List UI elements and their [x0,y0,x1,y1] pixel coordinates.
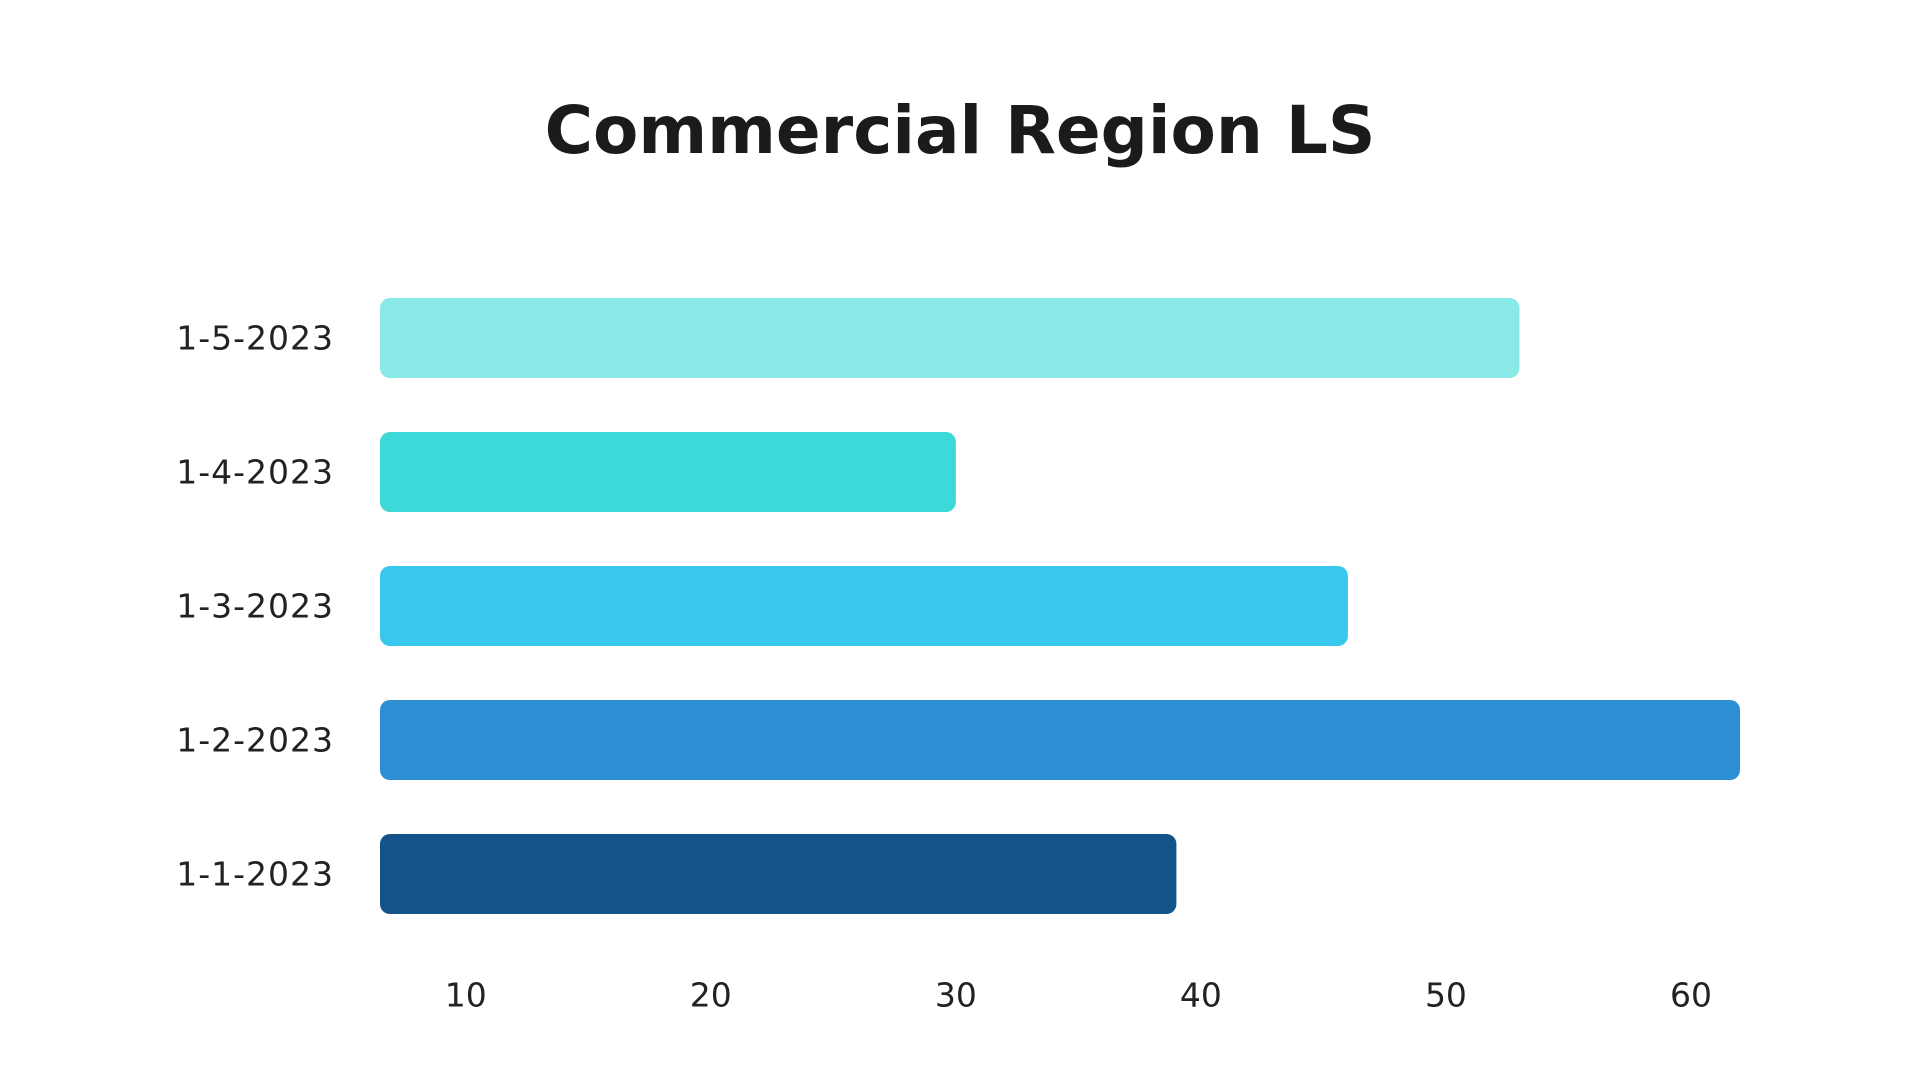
category-label: 1-2-2023 [176,721,334,760]
category-label: 1-3-2023 [176,587,334,626]
x-tick-label: 30 [935,976,977,1015]
bar-1-4-2023 [380,432,956,512]
x-tick-label: 10 [445,976,487,1015]
bar-1-5-2023 [380,298,1520,378]
x-tick-label: 60 [1670,976,1712,1015]
category-label: 1-5-2023 [176,319,334,358]
x-tick-label: 40 [1180,976,1222,1015]
x-tick-label: 20 [690,976,732,1015]
chart-title: Commercial Region LS [544,92,1376,169]
bar-1-2-2023 [380,700,1740,780]
bar-1-3-2023 [380,566,1348,646]
bar-1-1-2023 [380,834,1177,914]
x-tick-label: 50 [1425,976,1467,1015]
category-label: 1-4-2023 [176,453,334,492]
category-label: 1-1-2023 [176,855,334,894]
